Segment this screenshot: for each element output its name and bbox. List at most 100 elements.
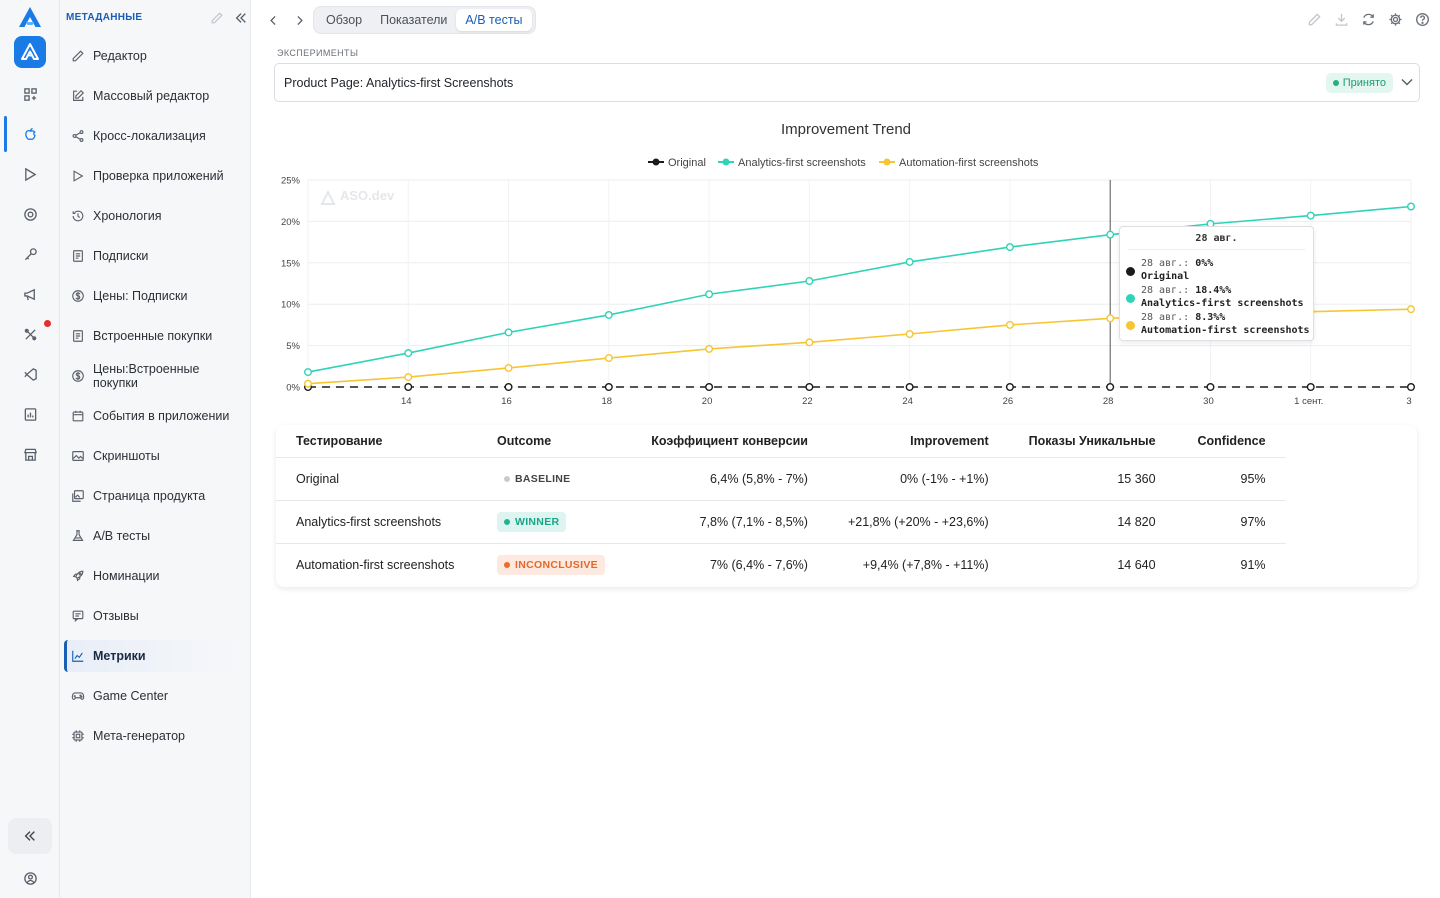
megaphone-icon[interactable] [18, 282, 42, 306]
sidebar-item-17[interactable]: Мета-генератор [64, 720, 238, 752]
x-tick-label: 28 [1103, 396, 1114, 407]
collapse-rail-button[interactable] [8, 818, 52, 854]
legend-marker-automation [1126, 321, 1135, 330]
col-testing[interactable]: Тестирование [276, 425, 477, 458]
icon-rail [0, 0, 60, 898]
sidebar-item-3[interactable]: Проверка приложений [64, 160, 238, 192]
table-row: Original BASELINE 6,4% (5,8% - 7%) 0% (-… [276, 457, 1286, 501]
dollar-circle-icon [71, 289, 85, 303]
sidebar-item-16[interactable]: Game Center [64, 680, 238, 712]
store-icon[interactable] [18, 442, 42, 466]
sidebar-item-7[interactable]: Встроенные покупки [64, 320, 238, 352]
review-icon [71, 609, 85, 623]
sidebar-item-4[interactable]: Хронология [64, 200, 238, 232]
sidebar-item-8[interactable]: Цены:Встроенные покупки [64, 360, 238, 392]
chevron-right-icon [296, 15, 303, 25]
cell-outcome: INCONCLUSIVE [477, 543, 625, 586]
sidebar-item-9[interactable]: События в приложении [64, 400, 238, 432]
double-chevron-left-icon [24, 831, 35, 841]
badge-dot [504, 518, 510, 525]
sidebar-item-label: Отзывы [93, 609, 139, 623]
sidebar-item-label: Проверка приложений [93, 169, 224, 183]
sidebar-item-12[interactable]: A/B тесты [64, 520, 238, 552]
data-point [1306, 211, 1315, 220]
sidebar-item-11[interactable]: Страница продукта [64, 480, 238, 512]
dashboard-icon[interactable] [18, 82, 42, 106]
apple-icon[interactable] [4, 116, 42, 152]
table-row: Analytics-first screenshots WINNER 7,8% … [276, 500, 1286, 544]
sidebar-item-5[interactable]: Подписки [64, 240, 238, 272]
collapse-sidebar-icon[interactable] [234, 11, 248, 28]
key-icon[interactable] [18, 242, 42, 266]
receipt-icon [71, 329, 85, 343]
cell-impressions: 15 360 [1008, 457, 1176, 501]
data-point [1406, 305, 1415, 314]
images-icon [71, 489, 85, 503]
x-tick-label: 30 [1203, 396, 1214, 407]
google-play-icon[interactable] [18, 162, 42, 186]
settings-gear-icon[interactable] [1388, 12, 1403, 27]
cell-name: Original [276, 457, 477, 501]
data-point [1306, 383, 1315, 392]
sidebar-item-13[interactable]: Номинации [64, 560, 238, 592]
edit-icon[interactable] [210, 11, 224, 28]
legend-marker-original [1126, 267, 1135, 276]
col-confidence[interactable]: Confidence [1175, 425, 1286, 458]
sidebar-item-1[interactable]: Массовый редактор [64, 80, 238, 112]
results-table: Тестирование Outcome Коэффициент конверс… [276, 425, 1286, 586]
data-point [404, 383, 413, 392]
back-button[interactable] [263, 10, 283, 30]
experiment-select[interactable]: Product Page: Analytics-first Screenshot… [274, 63, 1420, 102]
app-icon[interactable] [14, 36, 46, 68]
cell-impressions: 14 820 [1008, 500, 1176, 544]
sidebar-item-0[interactable]: Редактор [64, 40, 238, 72]
receipt-icon [71, 249, 85, 263]
data-point [805, 383, 814, 392]
cell-impressions: 14 640 [1117, 557, 1156, 572]
aso-logo-icon[interactable] [18, 6, 42, 28]
sidebar-item-10[interactable]: Скриншоты [64, 440, 238, 472]
pencil-icon[interactable] [1307, 12, 1322, 27]
sidebar-item-label: Метрики [93, 649, 146, 663]
tab-metrics[interactable]: Показатели [380, 13, 448, 27]
x-tick-label: 18 [602, 396, 613, 407]
forward-button[interactable] [289, 10, 309, 30]
sidebar-item-15[interactable]: Метрики [64, 640, 238, 672]
outcome-badge: BASELINE [497, 469, 578, 489]
status-dot [1332, 80, 1339, 86]
watermark: ASO.dev [340, 188, 395, 203]
sidebar-header: МЕТАДАННЫЕ [66, 11, 246, 28]
col-conversion[interactable]: Коэффициент конверсии [624, 425, 828, 458]
experiment-status-label: Принято [1342, 77, 1386, 89]
col-impressions[interactable]: Показы Уникальные [1008, 425, 1176, 458]
refresh-icon[interactable] [1361, 12, 1376, 27]
data-point [504, 328, 513, 337]
help-icon[interactable] [1415, 12, 1430, 27]
download-icon[interactable] [1334, 12, 1349, 27]
col-improvement[interactable]: Improvement [827, 425, 1009, 458]
x-tick-label: 14 [401, 396, 412, 407]
tooltip-series-name: Analytics-first screenshots [1141, 298, 1304, 309]
report-icon[interactable] [18, 402, 42, 426]
improvement-trend-chart: Improvement Trend Original Analytics-first… [270, 112, 1430, 417]
target-icon[interactable] [18, 202, 42, 226]
x-tick-label: 1 сент. [1294, 396, 1323, 407]
history-icon [71, 209, 85, 223]
data-point [304, 368, 313, 377]
col-outcome[interactable]: Outcome [477, 425, 625, 458]
sidebar-item-label: Страница продукта [93, 489, 206, 503]
sidebar-item-label: Подписки [93, 249, 149, 263]
sidebar-item-label: Game Center [93, 689, 169, 703]
tab-overview[interactable]: Обзор [326, 13, 363, 27]
cell-improvement: +9,4% (+7,8% - +11%) [862, 557, 989, 572]
user-avatar-icon[interactable] [18, 866, 42, 890]
sidebar-item-2[interactable]: Кросс-локализация [64, 120, 238, 152]
sidebar-item-14[interactable]: Отзывы [64, 600, 238, 632]
vscode-icon[interactable] [18, 362, 42, 386]
sidebar-item-6[interactable]: Цены: Подписки [64, 280, 238, 312]
gamepad-icon [71, 689, 85, 703]
tab-ab-tests[interactable]: A/B тесты [456, 9, 532, 31]
chevron-down-icon[interactable] [1399, 74, 1415, 93]
cell-outcome: WINNER [477, 500, 625, 544]
tools-icon[interactable] [18, 322, 42, 346]
